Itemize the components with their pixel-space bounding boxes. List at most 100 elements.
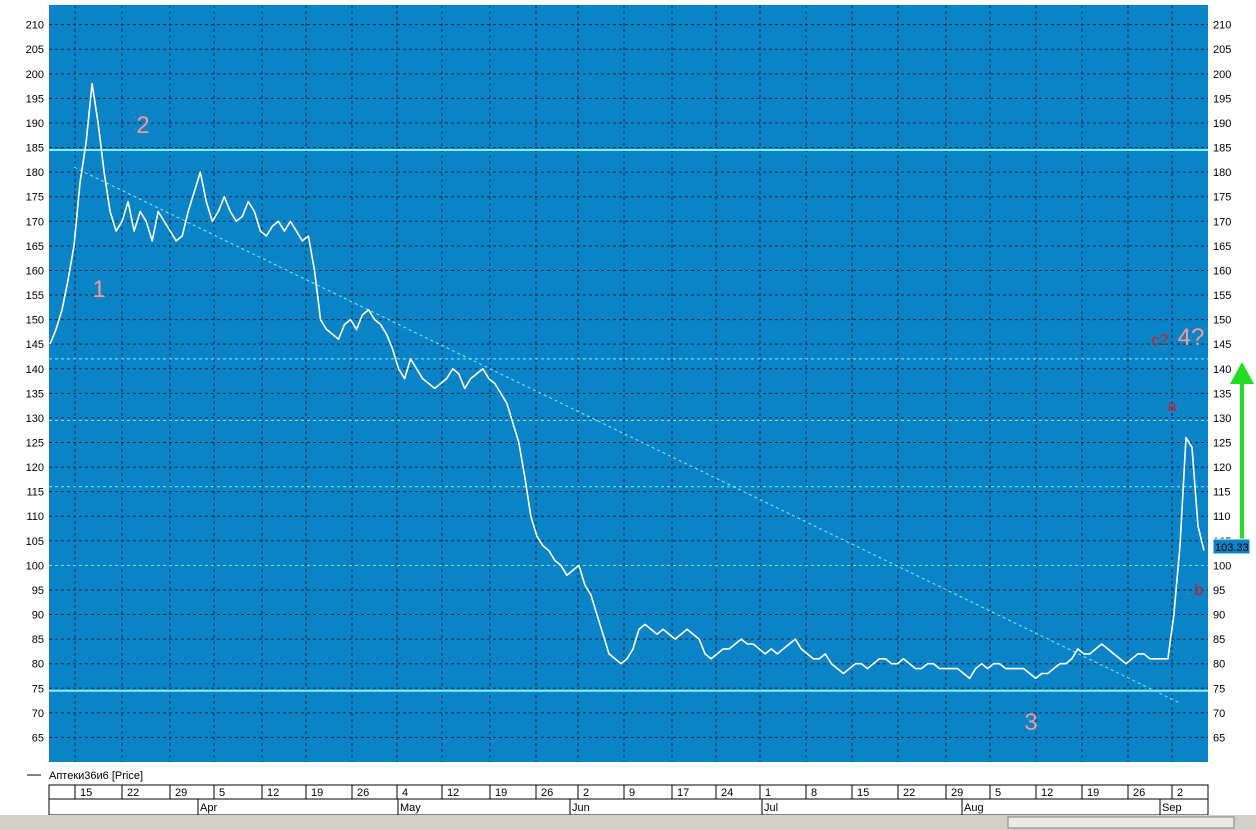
price-series: [49, 82, 1205, 680]
y-tick-right: 205: [1213, 44, 1231, 56]
arrow-head: [1230, 362, 1254, 384]
y-tick-left: 180: [26, 167, 44, 179]
horizontal-scrollbar[interactable]: [0, 815, 1256, 830]
y-tick-left: 130: [26, 413, 44, 425]
y-tick-left: 145: [26, 339, 44, 351]
y-tick-right: 150: [1213, 315, 1231, 327]
x-day-tick: 26: [541, 787, 553, 799]
y-tick-right: 110: [1213, 511, 1231, 523]
x-month-tick: Jun: [572, 802, 590, 814]
y-tick-left: 165: [26, 241, 44, 253]
x-month-tick: Apr: [200, 802, 217, 814]
x-day-tick: 15: [857, 787, 869, 799]
y-tick-right: 85: [1213, 634, 1225, 646]
x-day-tick: 2: [583, 787, 589, 799]
x-day-tick: 29: [175, 787, 187, 799]
y-tick-left: 150: [26, 315, 44, 327]
y-tick-left: 110: [26, 511, 44, 523]
y-tick-right: 210: [1213, 20, 1231, 32]
x-day-tick: 12: [447, 787, 459, 799]
y-tick-right: 175: [1213, 192, 1231, 204]
x-day-tick: 26: [357, 787, 369, 799]
x-day-tick: 19: [311, 787, 323, 799]
wave-label-1: 1: [92, 276, 105, 303]
y-tick-left: 185: [26, 143, 44, 155]
x-day-tick: 19: [1087, 787, 1099, 799]
x-axis-frame: [48, 784, 1209, 816]
x-day-tick: 15: [80, 787, 92, 799]
y-tick-right: 120: [1213, 462, 1231, 474]
y-tick-left: 80: [32, 659, 44, 671]
y-tick-left: 100: [26, 560, 44, 572]
x-day-tick: 2: [1177, 787, 1183, 799]
x-month-tick: Aug: [964, 802, 984, 814]
y-tick-left: 70: [32, 708, 44, 720]
x-day-tick: 19: [495, 787, 507, 799]
up-arrow-icon: [1230, 362, 1254, 545]
y-tick-left: 120: [26, 462, 44, 474]
y-tick-left: 125: [26, 437, 44, 449]
y-tick-left: 195: [26, 93, 44, 105]
price-line: [49, 82, 1205, 680]
grid-lines: [49, 5, 1208, 762]
y-tick-left: 205: [26, 44, 44, 56]
y-tick-right: 180: [1213, 167, 1231, 179]
y-tick-right: 90: [1213, 610, 1225, 622]
x-day-tick: 22: [903, 787, 915, 799]
y-tick-right: 65: [1213, 732, 1225, 744]
y-tick-left: 115: [26, 487, 44, 499]
y-tick-left: 190: [26, 118, 44, 130]
y-tick-right: 130: [1213, 413, 1231, 425]
y-tick-left: 175: [26, 192, 44, 204]
y-tick-right: 75: [1213, 683, 1225, 695]
y-tick-right: 155: [1213, 290, 1231, 302]
y-tick-left: 155: [26, 290, 44, 302]
price-tag-value: 103.33: [1215, 542, 1249, 554]
wave-label-7: b: [1195, 582, 1204, 599]
y-tick-right: 70: [1213, 708, 1225, 720]
x-day-tick: 5: [219, 787, 225, 799]
x-day-tick: 22: [127, 787, 139, 799]
plot-area: [49, 5, 1208, 762]
y-tick-right: 195: [1213, 93, 1231, 105]
y-tick-right: 145: [1213, 339, 1231, 351]
x-day-tick: 29: [951, 787, 963, 799]
scrollbar-thumb[interactable]: [1007, 816, 1235, 829]
y-tick-right: 80: [1213, 659, 1225, 671]
x-month-tick: May: [400, 802, 421, 814]
y-tick-right: 115: [1213, 487, 1231, 499]
y-tick-left: 140: [26, 364, 44, 376]
y-tick-right: 95: [1213, 585, 1225, 597]
price-tag: 103.33: [1212, 538, 1251, 555]
wave-label-2: 2: [136, 112, 149, 139]
wave-labels: 1 2 3 c? 4? a b: [92, 112, 1204, 736]
trend-line: [73, 166, 1181, 704]
x-day-tick: 17: [677, 787, 689, 799]
y-tick-right: 170: [1213, 216, 1231, 228]
y-tick-left: 65: [32, 732, 44, 744]
y-tick-left: 200: [26, 69, 44, 81]
y-tick-right: 190: [1213, 118, 1231, 130]
x-day-tick: 12: [267, 787, 279, 799]
y-tick-right: 200: [1213, 69, 1231, 81]
level-lines: [49, 149, 1208, 704]
x-day-tick: 12: [1041, 787, 1053, 799]
wave-label-5: 4?: [1178, 324, 1205, 351]
y-tick-right: 100: [1213, 560, 1231, 572]
y-tick-right: 165: [1213, 241, 1231, 253]
legend: Аптеки36и6 [Price]: [27, 770, 143, 782]
y-tick-left: 135: [26, 388, 44, 400]
y-tick-right: 185: [1213, 143, 1231, 155]
x-month-tick: Sep: [1162, 802, 1182, 814]
y-tick-left: 105: [26, 536, 44, 548]
y-tick-right: 140: [1213, 364, 1231, 376]
y-tick-left: 75: [32, 683, 44, 695]
x-day-tick: 5: [995, 787, 1001, 799]
wave-label-6: a: [1168, 398, 1177, 415]
y-tick-left: 160: [26, 265, 44, 277]
x-day-tick: 24: [721, 787, 733, 799]
x-day-tick: 9: [629, 787, 635, 799]
wave-label-4: c?: [1152, 332, 1169, 349]
x-month-tick: Jul: [764, 802, 778, 814]
